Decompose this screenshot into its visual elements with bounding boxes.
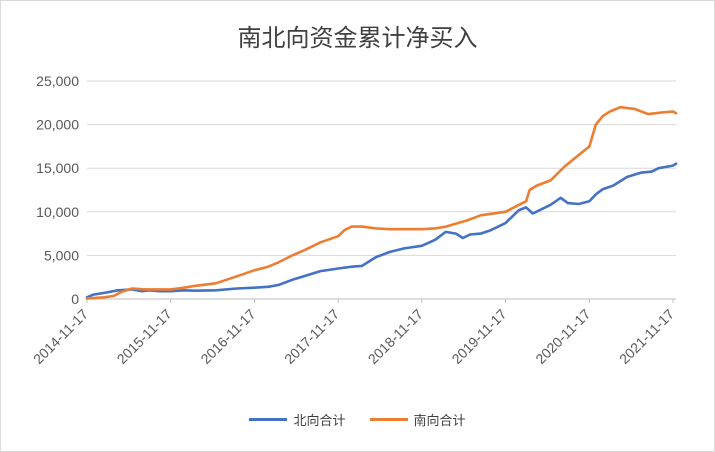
grid-lines [87,80,676,256]
y-tick-label: 5,000 [44,247,79,263]
y-tick-label: 20,000 [36,117,79,133]
y-tick-label: 25,000 [36,73,79,89]
legend-item-north[interactable]: 北向合计 [249,410,346,429]
series-line-north [85,162,678,299]
x-tick-label: 2014-11-17 [30,306,91,367]
x-tick-label: 2015-11-17 [114,306,175,367]
legend-swatch-north [249,418,288,421]
series-line-south [85,105,678,300]
series-lines [85,105,678,300]
legend: 北向合计 南向合计 [0,410,715,429]
legend-label-south: 南向合计 [413,414,466,429]
legend-label-north: 北向合计 [293,414,346,429]
x-tick-label: 2017-11-17 [281,306,342,367]
x-tick-label: 2021-11-17 [616,306,677,367]
x-tick-label: 2020-11-17 [532,306,593,367]
chart-title: 南北向资金累计净买入 [237,24,478,52]
y-tick-label: 10,000 [36,204,79,220]
x-tick-label: 2018-11-17 [365,306,426,367]
y-tick-label: 0 [71,291,79,307]
legend-item-south[interactable]: 南向合计 [369,410,466,429]
x-tick-label: 2016-11-17 [197,306,258,367]
axes: 0 5,000 10,000 15,000 20,000 25,000 2014-11-17… [30,73,677,367]
x-tick-label: 2019-11-17 [448,306,509,367]
y-tick-label: 15,000 [36,160,79,176]
legend-swatch-south [369,418,408,421]
